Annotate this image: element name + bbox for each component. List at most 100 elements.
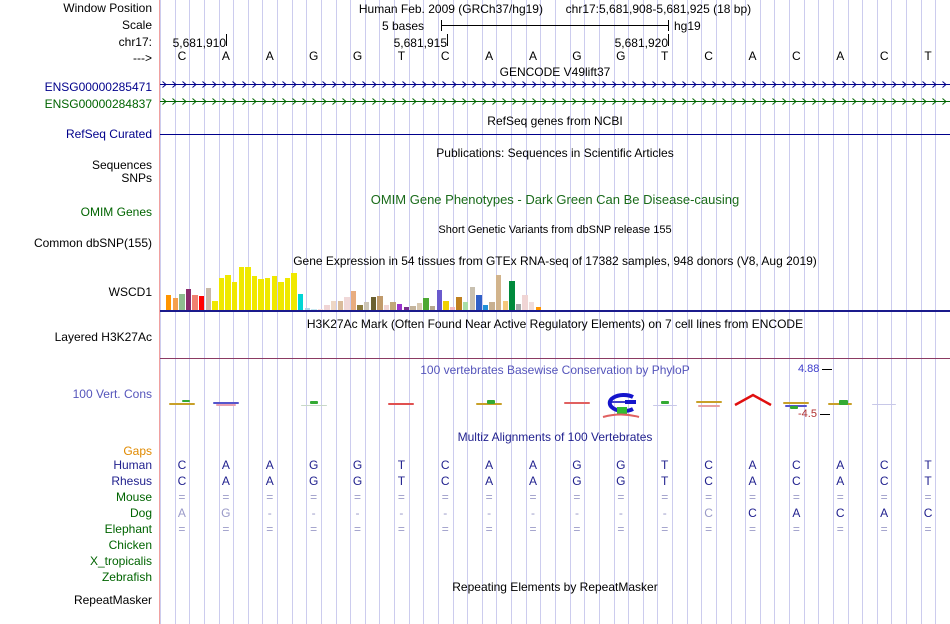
gtex-tissue-bar[interactable] (449, 307, 456, 310)
label-refseq-curated[interactable]: RefSeq Curated (65, 127, 152, 141)
gtex-tissue-bar[interactable] (172, 298, 178, 310)
gtex-tissue-bar[interactable] (298, 294, 304, 310)
gtex-tissue-bar[interactable] (436, 290, 442, 310)
gtex-tissue-bar[interactable] (397, 304, 403, 310)
sequence-base: A (485, 49, 494, 63)
gtex-tissue-bar[interactable] (383, 305, 390, 310)
gtex-tissue-bar[interactable] (377, 296, 383, 310)
gtex-tissue-bar[interactable] (271, 276, 277, 310)
gtex-tissue-bar[interactable] (403, 307, 409, 310)
gtex-tissue-bar[interactable] (364, 302, 370, 310)
gtex-tissue-bar[interactable] (304, 308, 310, 310)
species-label-chicken[interactable]: Chicken (108, 538, 152, 552)
data-area-left-edge (159, 0, 160, 624)
gene-track-ensg00000284837[interactable] (160, 97, 950, 107)
gene-direction-arrow (392, 98, 397, 105)
gtex-tissue-bar[interactable] (311, 309, 317, 310)
gene-direction-arrow (932, 81, 937, 88)
gtex-tissue-bar[interactable] (469, 287, 475, 310)
conservation-mark (300, 404, 327, 406)
gtex-tissue-bar[interactable] (238, 267, 244, 310)
gtex-tissue-bar[interactable] (337, 301, 343, 310)
gene-direction-arrow (792, 81, 797, 88)
gtex-tissue-bar[interactable] (179, 294, 185, 310)
gtex-tissue-bar[interactable] (535, 307, 541, 310)
alignment-base: G (616, 458, 626, 472)
label-100-vert-cons[interactable]: 100 Vert. Cons (72, 387, 152, 401)
alignment-base: C (792, 458, 801, 472)
species-label-rhesus[interactable]: Rhesus (111, 474, 152, 488)
gtex-tissue-bar[interactable] (410, 306, 416, 310)
label-wscd1[interactable]: WSCD1 (108, 285, 152, 299)
gene-direction-arrow (742, 81, 747, 88)
label-common-dbsnp[interactable]: Common dbSNP(155) (33, 236, 152, 250)
gtex-expression-barchart[interactable] (160, 264, 950, 312)
phylop-conservation-wiggle[interactable] (160, 372, 950, 418)
gene-direction-arrow (562, 98, 567, 105)
gtex-tissue-bar[interactable] (284, 278, 291, 310)
gtex-tissue-bar[interactable] (166, 295, 172, 310)
gtex-tissue-bar[interactable] (522, 295, 528, 310)
gtex-tissue-bar[interactable] (482, 305, 489, 310)
gtex-tissue-bar[interactable] (199, 296, 205, 310)
label-gene-ensg00000284837[interactable]: ENSG00000284837 (44, 97, 152, 111)
gtex-tissue-bar[interactable] (344, 297, 350, 310)
gtex-tissue-bar[interactable] (476, 295, 482, 310)
label-layered-h3k27ac[interactable]: Layered H3K27Ac (54, 330, 152, 344)
gtex-tissue-bar[interactable] (357, 305, 363, 310)
gtex-tissue-bar[interactable] (265, 278, 271, 310)
gene-direction-arrow (572, 81, 577, 88)
species-label-mouse[interactable]: Mouse (115, 490, 152, 504)
gtex-tissue-bar[interactable] (245, 267, 251, 310)
gtex-tissue-bar[interactable] (443, 301, 449, 310)
gene-track-ensg00000285471[interactable] (160, 80, 950, 90)
label-snps[interactable]: SNPs (121, 171, 152, 185)
gtex-tissue-bar[interactable] (212, 301, 218, 310)
track-title-omim: OMIM Gene Phenotypes - Dark Green Can Be… (370, 192, 740, 207)
gtex-tissue-bar[interactable] (258, 279, 264, 310)
gtex-tissue-bar[interactable] (489, 302, 495, 310)
species-label-x_tropicalis[interactable]: X_tropicalis (89, 554, 152, 568)
gtex-tissue-bar[interactable] (529, 302, 535, 310)
gtex-tissue-bar[interactable] (496, 275, 502, 310)
species-label-elephant[interactable]: Elephant (104, 522, 152, 536)
gene-direction-arrow (932, 98, 937, 105)
conservation-mark (872, 403, 897, 405)
gtex-tissue-bar[interactable] (416, 303, 423, 310)
gtex-tissue-bar[interactable] (370, 297, 376, 310)
gtex-tissue-bar[interactable] (205, 288, 211, 310)
label-sequences[interactable]: Sequences (91, 158, 152, 172)
species-label-dog[interactable]: Dog (129, 506, 152, 520)
gtex-tissue-bar[interactable] (423, 298, 429, 310)
gtex-tissue-bar[interactable] (225, 275, 231, 310)
gene-direction-arrow (802, 98, 807, 105)
gtex-tissue-bar[interactable] (456, 297, 462, 310)
gtex-tissue-bar[interactable] (185, 289, 192, 310)
gtex-tissue-bar[interactable] (317, 309, 324, 310)
label-gaps[interactable]: Gaps (123, 444, 152, 458)
alignment-base: C (440, 474, 450, 488)
gtex-tissue-bar[interactable] (509, 281, 515, 310)
refseq-curated-line[interactable] (160, 134, 950, 135)
gtex-tissue-bar[interactable] (502, 301, 508, 310)
gtex-tissue-bar[interactable] (232, 282, 238, 310)
species-label-zebrafish[interactable]: Zebrafish (101, 570, 152, 584)
conservation-mark (660, 400, 669, 404)
gtex-tissue-bar[interactable] (390, 302, 396, 310)
label-omim-genes[interactable]: OMIM Genes (80, 205, 152, 219)
gtex-tissue-bar[interactable] (192, 295, 198, 310)
label-gene-ensg00000285471[interactable]: ENSG00000285471 (44, 80, 152, 94)
gtex-tissue-bar[interactable] (218, 278, 225, 310)
gtex-tissue-bar[interactable] (463, 302, 469, 310)
gtex-tissue-bar[interactable] (515, 304, 522, 310)
gtex-tissue-bar[interactable] (331, 301, 337, 310)
gtex-tissue-bar[interactable] (291, 273, 297, 310)
label-repeatmasker[interactable]: RepeatMasker (73, 593, 152, 607)
gene-direction-arrow (762, 81, 767, 88)
species-label-human[interactable]: Human (113, 458, 152, 472)
gtex-tissue-bar[interactable] (278, 282, 284, 310)
gtex-tissue-bar[interactable] (430, 306, 436, 310)
gtex-tissue-bar[interactable] (350, 291, 357, 310)
gtex-tissue-bar[interactable] (251, 276, 258, 310)
gtex-tissue-bar[interactable] (324, 305, 330, 310)
